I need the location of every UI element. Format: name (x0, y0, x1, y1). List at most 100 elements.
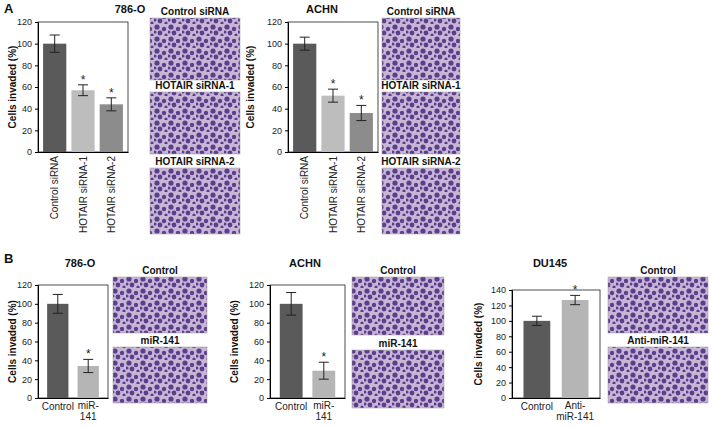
image-label: Anti-miR-141 (627, 335, 689, 346)
tick-mark (509, 383, 512, 384)
y-tick: 100 (491, 316, 512, 326)
micrograph (113, 277, 207, 333)
tick-mark (267, 398, 270, 399)
bar (562, 300, 589, 398)
chart-panel: 020406080100120Control siRNAHOTAIR siRNA… (245, 3, 462, 234)
tick-label: 40 (22, 104, 32, 114)
y-tick: 0 (27, 147, 38, 157)
tick-label: 20 (272, 126, 282, 136)
tick-label: 120 (17, 17, 32, 27)
y-tick: 80 (272, 61, 288, 71)
tick-mark (285, 152, 288, 153)
y-tick: 100 (17, 299, 38, 309)
error-cap (328, 102, 338, 103)
image-label: Control (640, 265, 676, 276)
tick-label: 0 (259, 393, 264, 403)
tick-label: 100 (249, 299, 264, 309)
axis-line (35, 23, 39, 153)
x-tick: HOTAIR siRNA-2 (106, 152, 117, 233)
axis-line (289, 152, 379, 153)
significance-label: * (109, 86, 114, 100)
tick-mark (267, 285, 270, 286)
tick-mark (35, 285, 38, 286)
y-tick: 140 (491, 285, 512, 295)
axis-line (39, 152, 129, 153)
image-label: HOTAIR siRNA-2 (155, 156, 235, 167)
tick-label: 20 (22, 126, 32, 136)
y-tick: 40 (22, 356, 38, 366)
tick-label: miR-141 (313, 400, 334, 422)
tick-mark (35, 152, 38, 153)
y-tick: 40 (22, 104, 38, 114)
x-tick: Anti-miR-141 (556, 398, 594, 422)
x-tick: miR-141 (78, 398, 99, 422)
micrograph (608, 277, 708, 333)
y-axis: 020406080100120 (17, 280, 39, 403)
x-axis: Control miR-141 (39, 398, 109, 422)
image-label: Control (142, 265, 178, 276)
y-axis: 020406080100120140 (491, 285, 513, 403)
image-label: HOTAIR siRNA-1 (381, 80, 461, 91)
error-cap (50, 52, 60, 53)
chart-title: 786-O (65, 257, 96, 269)
image-label: HOTAIR siRNA-1 (155, 80, 235, 91)
y-tick: 120 (249, 280, 270, 290)
x-tick: Control (42, 398, 74, 412)
y-tick: 120 (491, 301, 512, 311)
micrograph (382, 168, 460, 234)
tick-mark (35, 342, 38, 343)
tick-mark (267, 342, 270, 343)
x-tick: HOTAIR siRNA-1 (328, 152, 339, 233)
tick-mark (35, 65, 38, 66)
tick-label: 80 (22, 61, 32, 71)
tick-mark (35, 304, 38, 305)
bar (280, 304, 303, 398)
tick-label: 60 (496, 347, 506, 357)
tick-label: 0 (277, 147, 282, 157)
y-tick: 100 (249, 299, 270, 309)
chart-panel: 020406080100120ControlmiR-141*786-OCells… (4, 251, 207, 422)
y-tick: 60 (22, 337, 38, 347)
tick-mark (35, 130, 38, 131)
y-tick: 0 (501, 393, 512, 403)
y-tick: 120 (17, 17, 38, 27)
tick-label: HOTAIR siRNA-1 (78, 156, 89, 233)
tick-label: 100 (17, 299, 32, 309)
significance-label: * (331, 77, 336, 91)
y-tick: 40 (272, 104, 288, 114)
tick-mark (285, 87, 288, 88)
panel-letter: A (4, 1, 14, 16)
micrograph (150, 18, 240, 80)
micrograph (382, 18, 460, 80)
chart-title: DU145 (533, 257, 567, 269)
axis-line (35, 286, 39, 399)
axis-line (39, 398, 109, 399)
axis-line (267, 286, 271, 399)
significance-label: * (573, 283, 578, 297)
chart-title: ACHN (306, 3, 338, 15)
y-axis: 020406080100120 (267, 17, 289, 157)
tick-label: 120 (249, 280, 264, 290)
tick-label: 40 (272, 104, 282, 114)
error-stem (361, 105, 362, 120)
bar (321, 96, 344, 152)
y-tick: 40 (254, 356, 270, 366)
chart-title: ACHN (289, 257, 321, 269)
y-tick: 60 (254, 337, 270, 347)
tick-label: 60 (272, 82, 282, 92)
y-tick: 0 (277, 147, 288, 157)
y-axis: 020406080100120 (249, 280, 271, 403)
tick-mark (509, 398, 512, 399)
axis-line (509, 291, 513, 399)
plot-frame (270, 285, 345, 398)
significance-label: * (86, 347, 91, 361)
y-axis-title: Cells invaded (%) (473, 303, 484, 386)
tick-mark (267, 304, 270, 305)
tick-label: 40 (22, 356, 32, 366)
tick-mark (35, 323, 38, 324)
tick-label: 60 (254, 337, 264, 347)
micrograph (352, 350, 444, 408)
error-cap (356, 120, 366, 121)
y-tick: 60 (496, 347, 512, 357)
tick-mark (285, 22, 288, 23)
